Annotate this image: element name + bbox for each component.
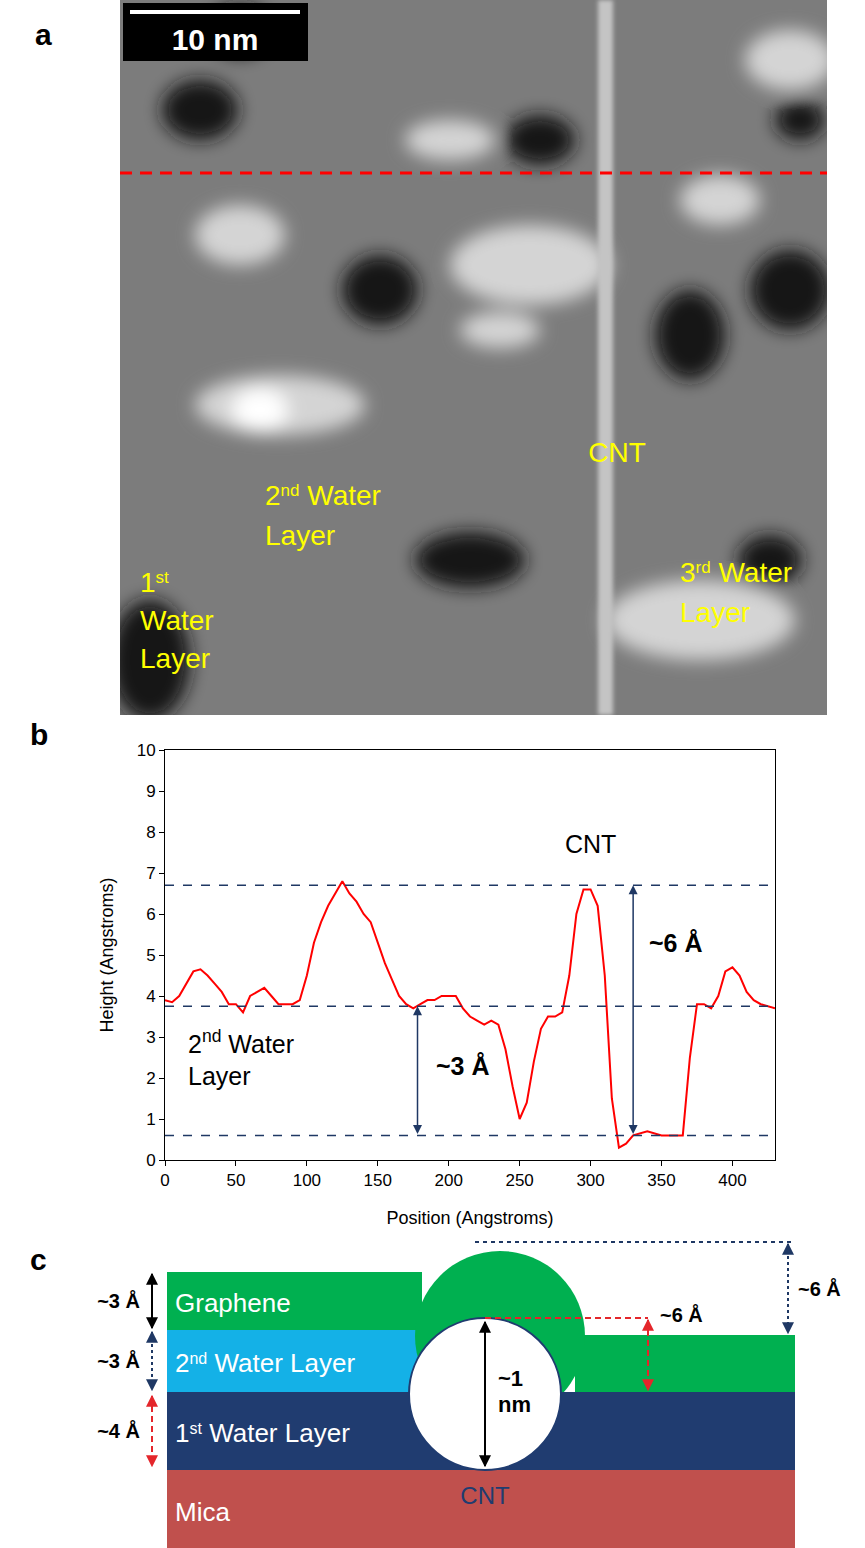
svg-text:10: 10 [137, 741, 156, 760]
html-text:b: b [30, 718, 49, 751]
svg-text:2nd Water: 2nd Water [265, 480, 381, 511]
svg-text:150: 150 [364, 1171, 392, 1190]
svg-text:2​nd​ WaterLayer: 2​nd​ WaterLayer [188, 1026, 294, 1090]
svg-text:100: 100 [293, 1171, 321, 1190]
svg-text:3: 3 [146, 1028, 155, 1047]
svg-text:Position (Angstroms): Position (Angstroms) [386, 1208, 553, 1228]
svg-text:400: 400 [718, 1171, 746, 1190]
svg-text:2nd Water Layer: 2nd Water Layer [175, 1348, 355, 1378]
svg-text:200: 200 [435, 1171, 463, 1190]
svg-text:350: 350 [647, 1171, 675, 1190]
svg-text:7: 7 [146, 864, 155, 883]
svg-text:0: 0 [160, 1171, 169, 1190]
svg-text:~4 Å: ~4 Å [97, 1419, 140, 1442]
svg-text:1st: 1st [140, 567, 169, 598]
svg-text:~1: ~1 [498, 1366, 523, 1391]
svg-text:10 nm: 10 nm [172, 23, 259, 56]
svg-text:Mica: Mica [175, 1497, 230, 1527]
svg-text:CNT: CNT [460, 1482, 510, 1509]
svg-text:Layer: Layer [265, 520, 335, 551]
svg-text:6: 6 [146, 905, 155, 924]
svg-text:CNT: CNT [565, 830, 616, 858]
svg-text:~3 Å: ~3 Å [436, 1052, 490, 1080]
svg-text:300: 300 [576, 1171, 604, 1190]
svg-text:8: 8 [146, 823, 155, 842]
svg-text:1: 1 [146, 1110, 155, 1129]
svg-text:50: 50 [226, 1171, 245, 1190]
svg-text:~6 Å: ~6 Å [660, 1303, 703, 1326]
svg-text:Graphene: Graphene [175, 1288, 291, 1318]
svg-text:Layer: Layer [140, 643, 210, 674]
svg-text:~6 Å: ~6 Å [798, 1277, 841, 1300]
svg-text:~6 Å: ~6 Å [649, 929, 703, 957]
svg-text:~3 Å: ~3 Å [97, 1289, 140, 1312]
svg-text:0: 0 [146, 1151, 155, 1170]
svg-text:3rd Water: 3rd Water [680, 557, 792, 588]
svg-text:1st Water Layer: 1st Water Layer [175, 1418, 350, 1448]
svg-text:~3 Å: ~3 Å [97, 1349, 140, 1372]
svg-text:CNT: CNT [588, 437, 646, 468]
svg-text:9: 9 [146, 782, 155, 801]
svg-text:c: c [30, 1243, 47, 1276]
svg-text:2: 2 [146, 1069, 155, 1088]
svg-text:a: a [35, 18, 52, 51]
svg-text:nm: nm [498, 1392, 531, 1417]
svg-text:250: 250 [505, 1171, 533, 1190]
svg-text:4: 4 [146, 987, 155, 1006]
svg-text:Layer: Layer [680, 597, 750, 628]
svg-text:5: 5 [146, 946, 155, 965]
svg-text:Water: Water [140, 605, 214, 636]
svg-text:Height (Angstroms): Height (Angstroms) [97, 877, 117, 1032]
